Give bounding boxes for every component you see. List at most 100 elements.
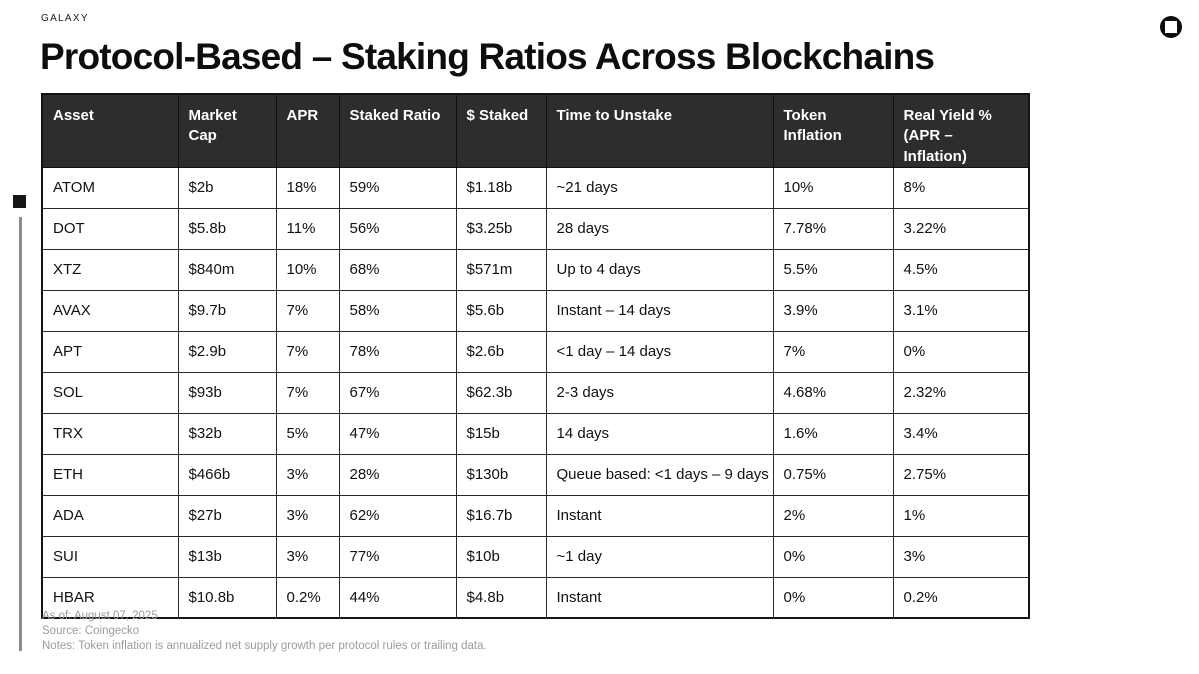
- cell-token-inflation: 10%: [772, 166, 894, 209]
- cell-token-inflation: 0.75%: [772, 453, 894, 496]
- table-row-apt: APT $2.9b 7% 78% $2.6b <1 day – 14 days 7% 0%: [41, 330, 1030, 373]
- column-header-staked-ratio: Staked Ratio: [338, 93, 457, 168]
- cell-asset: AVAX: [41, 289, 179, 332]
- cell-asset: ADA: [41, 494, 179, 537]
- cell-real-yield: 2.75%: [892, 453, 1030, 496]
- cell-staked-ratio: 68%: [338, 248, 457, 291]
- cell-asset: SOL: [41, 371, 179, 414]
- cell-apr: 3%: [275, 453, 340, 496]
- cell-usd-staked: $1.18b: [455, 166, 547, 209]
- table-row-xtz: XTZ $840m 10% 68% $571m Up to 4 days 5.5% 4.5%: [41, 248, 1030, 291]
- table-body: ATOM $2b 18% 59% $1.18b ~21 days 10% 8% DOT $5.8b…: [41, 166, 1030, 619]
- cell-usd-staked: $571m: [455, 248, 547, 291]
- cell-apr: 5%: [275, 412, 340, 455]
- cell-staked-ratio: 44%: [338, 576, 457, 619]
- cell-usd-staked: $2.6b: [455, 330, 547, 373]
- footnote-line: Notes: Token inflation is annualized net…: [42, 640, 487, 652]
- cell-time-to-unstake: Queue based: <1 days – 9 days: [545, 453, 774, 496]
- margin-square-marker: [13, 195, 26, 208]
- cell-token-inflation: 5.5%: [772, 248, 894, 291]
- cell-time-to-unstake: ~21 days: [545, 166, 774, 209]
- cell-real-yield: 0%: [892, 330, 1030, 373]
- cell-usd-staked: $10b: [455, 535, 547, 578]
- cell-time-to-unstake: Up to 4 days: [545, 248, 774, 291]
- cell-real-yield: 3.22%: [892, 207, 1030, 250]
- table-row-sui: SUI $13b 3% 77% $10b ~1 day 0% 3%: [41, 535, 1030, 578]
- cell-time-to-unstake: ~1 day: [545, 535, 774, 578]
- cell-asset: XTZ: [41, 248, 179, 291]
- column-header-market-cap: Market Cap: [177, 93, 277, 168]
- cell-staked-ratio: 28%: [338, 453, 457, 496]
- table-row-dot: DOT $5.8b 11% 56% $3.25b 28 days 7.78% 3.22%: [41, 207, 1030, 250]
- table-row-trx: TRX $32b 5% 47% $15b 14 days 1.6% 3.4%: [41, 412, 1030, 455]
- galaxy-logo-icon: [1160, 16, 1182, 38]
- cell-market-cap: $9.7b: [177, 289, 277, 332]
- table-row-atom: ATOM $2b 18% 59% $1.18b ~21 days 10% 8%: [41, 166, 1030, 209]
- column-header-real-yield: Real Yield % (APR – Inflation): [892, 93, 1030, 168]
- cell-asset: DOT: [41, 207, 179, 250]
- footnote-line: Source: Coingecko: [42, 625, 140, 637]
- cell-usd-staked: $4.8b: [455, 576, 547, 619]
- cell-market-cap: $840m: [177, 248, 277, 291]
- cell-staked-ratio: 47%: [338, 412, 457, 455]
- cell-staked-ratio: 77%: [338, 535, 457, 578]
- column-header-asset: Asset: [41, 93, 179, 168]
- cell-asset: SUI: [41, 535, 179, 578]
- cell-market-cap: $32b: [177, 412, 277, 455]
- cell-time-to-unstake: 28 days: [545, 207, 774, 250]
- cell-asset: ETH: [41, 453, 179, 496]
- cell-time-to-unstake: <1 day – 14 days: [545, 330, 774, 373]
- cell-staked-ratio: 62%: [338, 494, 457, 537]
- cell-usd-staked: $3.25b: [455, 207, 547, 250]
- staking-ratios-table: Asset Market Cap APR Staked Ratio $ Staked Ti…: [41, 93, 1030, 620]
- cell-usd-staked: $5.6b: [455, 289, 547, 332]
- table-row-sol: SOL $93b 7% 67% $62.3b 2-3 days 4.68% 2.32%: [41, 371, 1030, 414]
- cell-apr: 11%: [275, 207, 340, 250]
- cell-apr: 18%: [275, 166, 340, 209]
- cell-real-yield: 3.4%: [892, 412, 1030, 455]
- cell-market-cap: $2.9b: [177, 330, 277, 373]
- cell-apr: 7%: [275, 371, 340, 414]
- cell-time-to-unstake: 2-3 days: [545, 371, 774, 414]
- cell-token-inflation: 4.68%: [772, 371, 894, 414]
- cell-usd-staked: $15b: [455, 412, 547, 455]
- cell-usd-staked: $16.7b: [455, 494, 547, 537]
- table-row-eth: ETH $466b 3% 28% $130b Queue based: <1 days –…: [41, 453, 1030, 496]
- column-header-usd-staked: $ Staked: [455, 93, 547, 168]
- cell-real-yield: 1%: [892, 494, 1030, 537]
- cell-apr: 7%: [275, 330, 340, 373]
- cell-real-yield: 4.5%: [892, 248, 1030, 291]
- cell-real-yield: 8%: [892, 166, 1030, 209]
- cell-time-to-unstake: Instant – 14 days: [545, 289, 774, 332]
- table-header-row: Asset Market Cap APR Staked Ratio $ Staked Ti…: [41, 93, 1030, 168]
- cell-time-to-unstake: Instant: [545, 494, 774, 537]
- column-header-apr: APR: [275, 93, 340, 168]
- cell-real-yield: 2.32%: [892, 371, 1030, 414]
- cell-asset: HBAR: [41, 576, 179, 619]
- cell-usd-staked: $130b: [455, 453, 547, 496]
- cell-token-inflation: 3.9%: [772, 289, 894, 332]
- cell-apr: 3%: [275, 494, 340, 537]
- cell-asset: APT: [41, 330, 179, 373]
- cell-token-inflation: 2%: [772, 494, 894, 537]
- table-row-avax: AVAX $9.7b 7% 58% $5.6b Instant – 14 days 3.9%…: [41, 289, 1030, 332]
- cell-real-yield: 0.2%: [892, 576, 1030, 619]
- cell-staked-ratio: 78%: [338, 330, 457, 373]
- margin-vertical-line: [19, 217, 22, 651]
- table-row-hbar: HBAR $10.8b 0.2% 44% $4.8b Instant 0% 0.2%: [41, 576, 1030, 619]
- cell-staked-ratio: 67%: [338, 371, 457, 414]
- cell-apr: 0.2%: [275, 576, 340, 619]
- cell-time-to-unstake: Instant: [545, 576, 774, 619]
- cell-apr: 7%: [275, 289, 340, 332]
- cell-market-cap: $2b: [177, 166, 277, 209]
- cell-token-inflation: 1.6%: [772, 412, 894, 455]
- cell-asset: ATOM: [41, 166, 179, 209]
- cell-apr: 10%: [275, 248, 340, 291]
- galaxy-logo-inner-square: [1165, 21, 1177, 33]
- cell-real-yield: 3%: [892, 535, 1030, 578]
- cell-market-cap: $5.8b: [177, 207, 277, 250]
- cell-asset: TRX: [41, 412, 179, 455]
- cell-market-cap: $93b: [177, 371, 277, 414]
- cell-token-inflation: 7%: [772, 330, 894, 373]
